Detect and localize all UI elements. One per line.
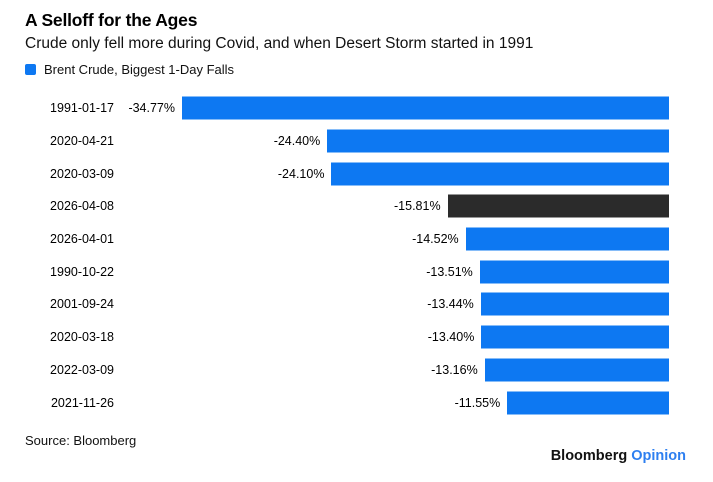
value-label: -34.77% — [128, 101, 175, 116]
category-label: 1991-01-17 — [50, 101, 114, 116]
bloomberg-opinion-logo: Bloomberg Opinion — [551, 448, 686, 464]
bar — [481, 325, 669, 349]
value-label: -13.51% — [426, 264, 473, 279]
bar-chart: 1991-01-17 -34.77% 2020-04-21 -24.40% 2020-0… — [0, 92, 713, 419]
legend-label: Brent Crude, Biggest 1-Day Falls — [44, 62, 235, 77]
legend-swatch-icon — [25, 64, 36, 75]
bar — [331, 162, 669, 186]
legend: Brent Crude, Biggest 1-Day Falls — [25, 62, 234, 77]
value-label: -24.40% — [273, 134, 321, 149]
highlighted-bar — [447, 194, 669, 218]
chart-row: 2020-03-18 -13.40% — [0, 321, 713, 354]
bar — [465, 227, 669, 251]
bar — [480, 292, 669, 316]
chart-subtitle: Crude only fell more during Covid, and w… — [25, 35, 534, 52]
category-label: 2020-03-18 — [50, 330, 114, 345]
chart-row: 2020-04-21 -24.40% — [0, 125, 713, 158]
category-label: 2021-11-26 — [50, 395, 114, 410]
category-label: 2026-04-01 — [50, 232, 114, 247]
chart-row: 2022-03-09 -13.16% — [0, 354, 713, 387]
value-label: -13.44% — [427, 297, 474, 312]
brand-suffix: Opinion — [631, 448, 686, 464]
category-label: 2026-04-08 — [50, 199, 114, 214]
value-label: -14.52% — [412, 232, 459, 247]
brand-name: Bloomberg — [550, 448, 628, 464]
value-label: -13.40% — [427, 330, 475, 345]
value-label: -11.55% — [454, 395, 501, 410]
chart-row: 2026-04-08 -15.81% — [0, 190, 713, 223]
category-label: 2020-03-09 — [50, 166, 114, 181]
value-label: -15.81% — [394, 199, 441, 214]
chart-row: 1991-01-17 -34.77% — [0, 92, 713, 125]
bar — [327, 129, 669, 153]
category-label: 2020-04-21 — [50, 134, 114, 149]
bar — [507, 391, 669, 415]
source-note: Source: Bloomberg — [25, 433, 137, 448]
chart-row: 2001-09-24 -13.44% — [0, 288, 713, 321]
category-label: 2001-09-24 — [50, 297, 114, 312]
chart-row: 2026-04-01 -14.52% — [0, 223, 713, 256]
chart-row: 2020-03-09 -24.10% — [0, 157, 713, 190]
bar — [484, 358, 669, 382]
value-label: -13.16% — [431, 362, 478, 377]
bar — [182, 96, 669, 120]
value-label: -24.10% — [277, 166, 325, 181]
chart-row: 2021-11-26 -11.55% — [0, 386, 713, 419]
chart-row: 1990-10-22 -13.51% — [0, 255, 713, 288]
bar — [479, 260, 669, 284]
category-label: 2022-03-09 — [50, 362, 114, 377]
chart-title: A Selloff for the Ages — [25, 10, 198, 30]
category-label: 1990-10-22 — [50, 264, 114, 279]
